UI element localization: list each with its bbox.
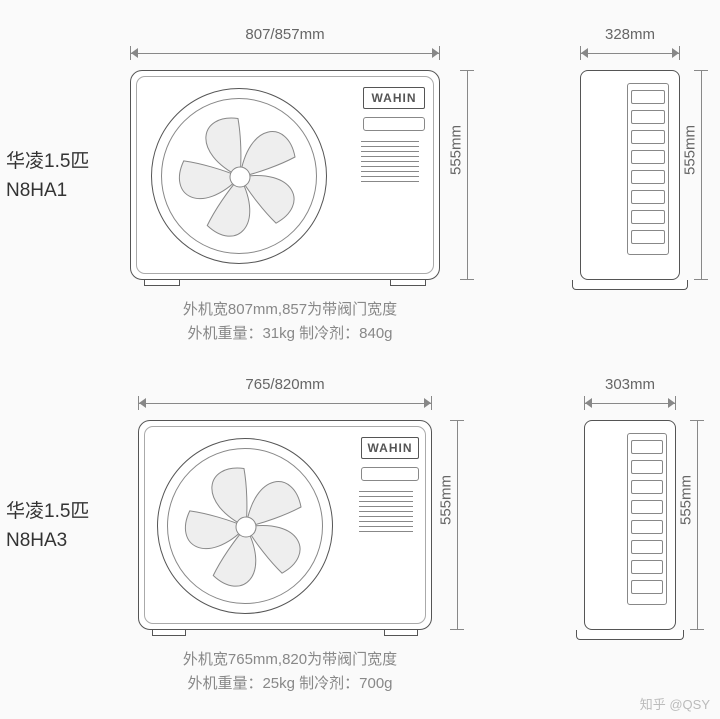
depth-dimension: 328mm: [580, 46, 680, 60]
product-label: 华凌1.5匹 N8HA3: [6, 498, 89, 555]
vent-lines: [361, 141, 419, 186]
front-unit: WAHIN: [138, 420, 432, 630]
handle: [361, 467, 419, 481]
brand-badge: WAHIN: [361, 437, 419, 459]
fan-blades-icon: [168, 449, 324, 605]
product-model: N8HA3: [6, 530, 67, 551]
product-model: N8HA1: [6, 180, 67, 201]
product-row-n8ha1: 华凌1.5匹 N8HA1 807/857mm 328mm: [0, 20, 720, 350]
caption-line1: 外机宽807mm,857为带阀门宽度: [183, 301, 397, 318]
depth-dimension: 303mm: [584, 396, 676, 410]
front-unit: WAHIN: [130, 70, 440, 280]
caption-line2: 外机重量：31kg 制冷剂：840g: [187, 325, 392, 342]
caption: 外机宽765mm,820为带阀门宽度 外机重量：25kg 制冷剂：700g: [130, 648, 450, 696]
width-dimension: 807/857mm: [130, 46, 440, 60]
caption-line1: 外机宽765mm,820为带阀门宽度: [183, 651, 397, 668]
brand-badge: WAHIN: [363, 87, 425, 109]
side-foot: [572, 280, 688, 290]
product-row-n8ha3: 华凌1.5匹 N8HA3 765/820mm 303mm WAHIN: [0, 370, 720, 700]
height-value-side: 555mm: [678, 475, 695, 525]
side-grille: [627, 83, 669, 255]
depth-value: 328mm: [580, 26, 680, 43]
height-dimension-side: 555mm: [690, 420, 704, 630]
product-label: 华凌1.5匹 N8HA1: [6, 148, 89, 205]
width-value: 765/820mm: [138, 376, 432, 393]
caption: 外机宽807mm,857为带阀门宽度 外机重量：31kg 制冷剂：840g: [130, 298, 450, 346]
caption-line2: 外机重量：25kg 制冷剂：700g: [187, 675, 392, 692]
product-title: 华凌1.5匹: [6, 501, 89, 522]
fan-inner-ring: [161, 98, 317, 254]
foot-left: [144, 280, 180, 286]
height-value-side: 555mm: [682, 125, 699, 175]
width-value: 807/857mm: [130, 26, 440, 43]
side-unit: [580, 70, 680, 280]
fan-inner-ring: [167, 448, 323, 604]
foot-left: [152, 630, 186, 636]
height-dimension-side: 555mm: [694, 70, 708, 280]
side-grille: [627, 433, 667, 605]
foot-right: [390, 280, 426, 286]
handle: [363, 117, 425, 131]
height-dimension-front: 555mm: [460, 70, 474, 280]
height-dimension-front: 555mm: [450, 420, 464, 630]
height-value: 555mm: [448, 125, 465, 175]
height-value: 555mm: [438, 475, 455, 525]
side-foot: [576, 630, 684, 640]
product-title: 华凌1.5匹: [6, 151, 89, 172]
depth-value: 303mm: [584, 376, 676, 393]
fan-blades-icon: [162, 99, 318, 255]
watermark-text: 知乎 @QSY: [640, 694, 710, 713]
side-unit: [584, 420, 676, 630]
width-dimension: 765/820mm: [138, 396, 432, 410]
foot-right: [384, 630, 418, 636]
vent-lines: [359, 491, 413, 536]
